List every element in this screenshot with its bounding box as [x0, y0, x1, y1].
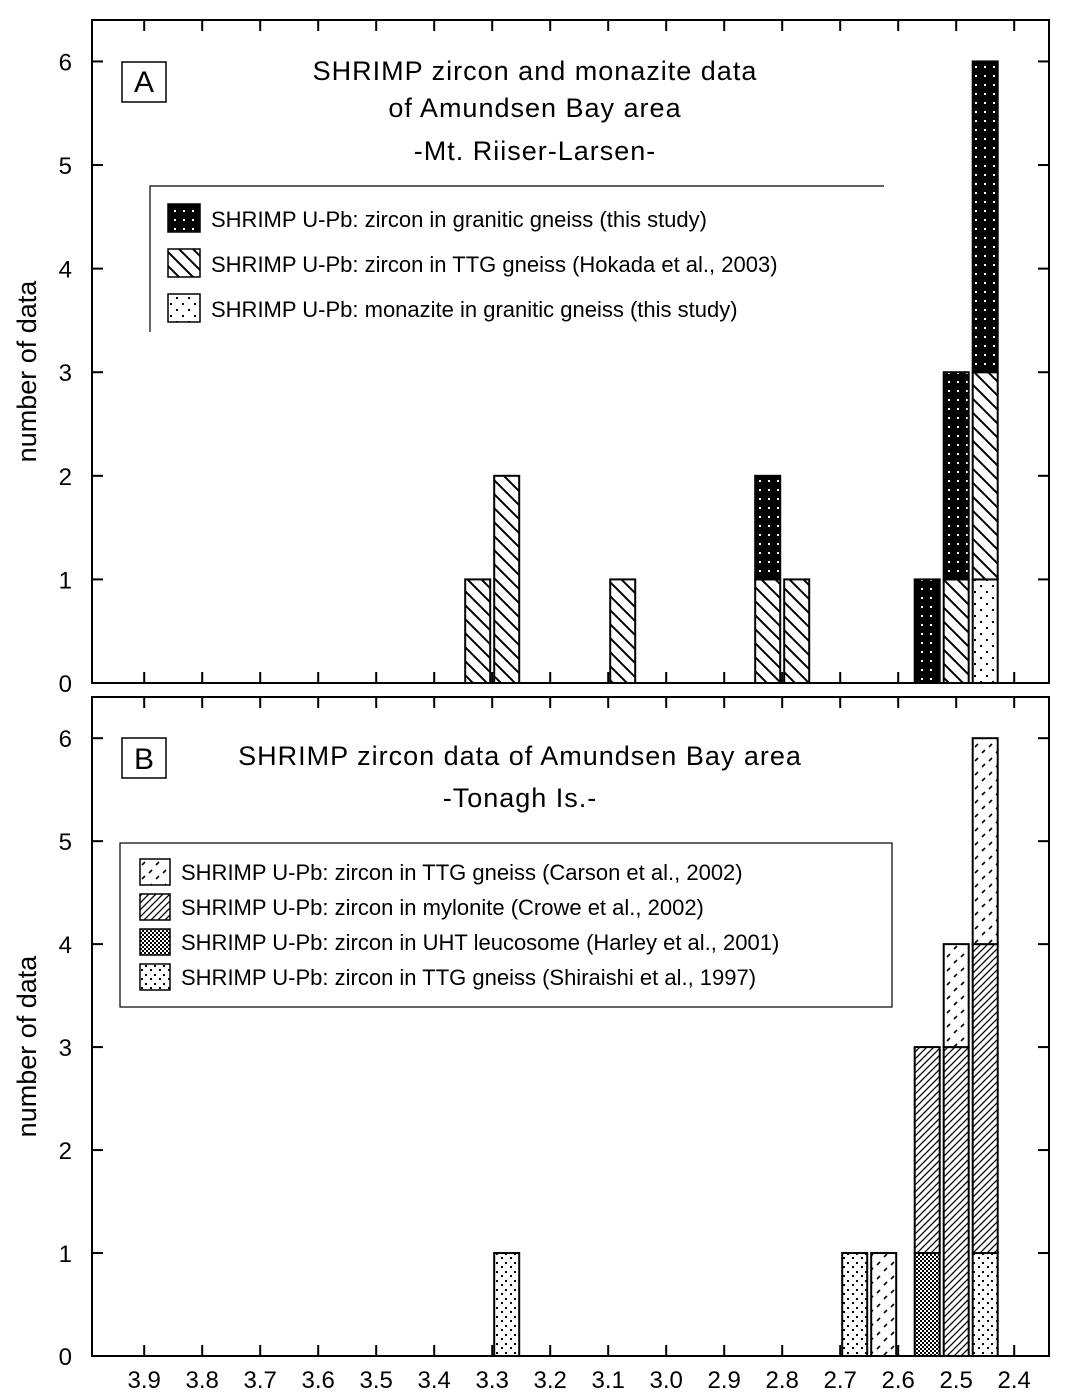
x-tick-label: 2.6 [882, 1367, 915, 1392]
y-tick-label: 3 [59, 360, 72, 387]
bar-segment [971, 1252, 999, 1357]
y-tick-label: 4 [59, 257, 72, 284]
plot-frame [91, 19, 1050, 684]
panel-b: 0 1 2 3 4 5 6 3.9 3.8 3.7 3.6 3.5 3.4 3.3 3.2 3.1 3.0 2.9… [12, 696, 1050, 1392]
x-tick-label: 3.4 [418, 1367, 451, 1392]
bar-segment [493, 1252, 521, 1357]
x-tick-label: 2.8 [766, 1367, 799, 1392]
x-tick-label: 3.6 [302, 1367, 335, 1392]
bar-segment [942, 1046, 970, 1357]
y-tick-label: 1 [59, 1241, 72, 1268]
x-tick-label: 3.2 [534, 1367, 567, 1392]
bar-segment [464, 578, 492, 684]
bar-segment [913, 1046, 941, 1255]
bar-segment [971, 943, 999, 1255]
legend-label: SHRIMP U-Pb: zircon in TTG gneiss (Carso… [181, 860, 743, 885]
bar-segment [971, 60, 999, 374]
bar-segment [754, 474, 782, 581]
y-tick-label: 2 [59, 1138, 72, 1165]
x-tick-label: 3.7 [244, 1367, 277, 1392]
y-axis-label: number of data [12, 280, 42, 463]
bar-segment [913, 578, 941, 684]
bar-segment [971, 578, 999, 684]
bar-segment [493, 474, 521, 684]
bar-segment [942, 371, 970, 581]
y-axis-label: number of data [12, 955, 42, 1138]
bar-segment [783, 578, 811, 684]
legend-background [150, 186, 884, 332]
panel-letter: A [134, 66, 154, 99]
chart-title-line: SHRIMP zircon data of Amundsen Bay area [238, 741, 802, 771]
legend-label: SHRIMP U-Pb: zircon in granitic gneiss (… [211, 207, 707, 232]
x-tick-label: 3.8 [186, 1367, 219, 1392]
x-tick-label: 3.0 [650, 1367, 683, 1392]
bar-segment [754, 578, 782, 684]
bar-segment [841, 1252, 869, 1357]
legend-swatch [167, 248, 201, 278]
y-tick-label: 1 [59, 567, 72, 594]
bar-segment [942, 943, 970, 1049]
y-tick-label: 3 [59, 1035, 72, 1062]
bar-segment [942, 578, 970, 684]
y-tick-label: 0 [59, 1344, 72, 1371]
y-tick-label: 6 [59, 726, 72, 753]
x-tick-label: 2.4 [998, 1367, 1031, 1392]
plot-frame [91, 696, 1050, 1357]
legend-swatch [139, 928, 171, 956]
legend-frame [149, 185, 884, 332]
panel-letter: B [134, 743, 154, 776]
legend-swatch [167, 293, 201, 323]
bar-segment [971, 737, 999, 946]
y-tick-label: 0 [59, 671, 72, 698]
y-tick-label: 2 [59, 464, 72, 491]
legend-swatch [139, 893, 171, 921]
legend-swatch [139, 963, 171, 991]
x-tick-label: 3.1 [592, 1367, 625, 1392]
y-tick-label: 6 [59, 49, 72, 76]
legend-label: SHRIMP U-Pb: monazite in granitic gneiss… [211, 297, 738, 322]
y-tick-label: 4 [59, 932, 72, 959]
legend-label: SHRIMP U-Pb: zircon in UHT leucosome (Ha… [181, 930, 779, 955]
x-tick-label: 3.3 [476, 1367, 509, 1392]
y-tick-label: 5 [59, 153, 72, 180]
legend-swatch [167, 203, 201, 233]
x-tick-label: 2.9 [708, 1367, 741, 1392]
x-tick-label: 2.5 [940, 1367, 973, 1392]
panel-a: 0 1 2 3 4 5 6 number of data A SHRIMP zircon and … [12, 19, 1050, 698]
bar-segment [870, 1252, 898, 1357]
chart-title-line: -Mt. Riiser-Larsen- [414, 136, 657, 166]
x-tick-label: 3.5 [360, 1367, 393, 1392]
panel-letter-box [121, 61, 167, 103]
legend-swatch [139, 858, 171, 886]
legend-label: SHRIMP U-Pb: zircon in TTG gneiss (Shira… [181, 965, 756, 990]
bar-segment [971, 371, 999, 581]
x-tick-label: 3.9 [128, 1367, 161, 1392]
y-tick-label: 5 [59, 829, 72, 856]
chart-title-line: SHRIMP zircon and monazite data [313, 56, 758, 86]
legend-label: SHRIMP U-Pb: zircon in mylonite (Crowe e… [181, 895, 704, 920]
legend-frame [119, 842, 893, 1008]
chart-title-line: -Tonagh Is.- [443, 783, 598, 813]
bar-segment [913, 1252, 941, 1357]
panel-letter-box [121, 737, 167, 779]
x-tick-label: 2.7 [824, 1367, 857, 1392]
chart-title-line: of Amundsen Bay area [388, 93, 681, 123]
bar-segment [609, 578, 637, 684]
legend-label: SHRIMP U-Pb: zircon in TTG gneiss (Hokad… [211, 252, 778, 277]
